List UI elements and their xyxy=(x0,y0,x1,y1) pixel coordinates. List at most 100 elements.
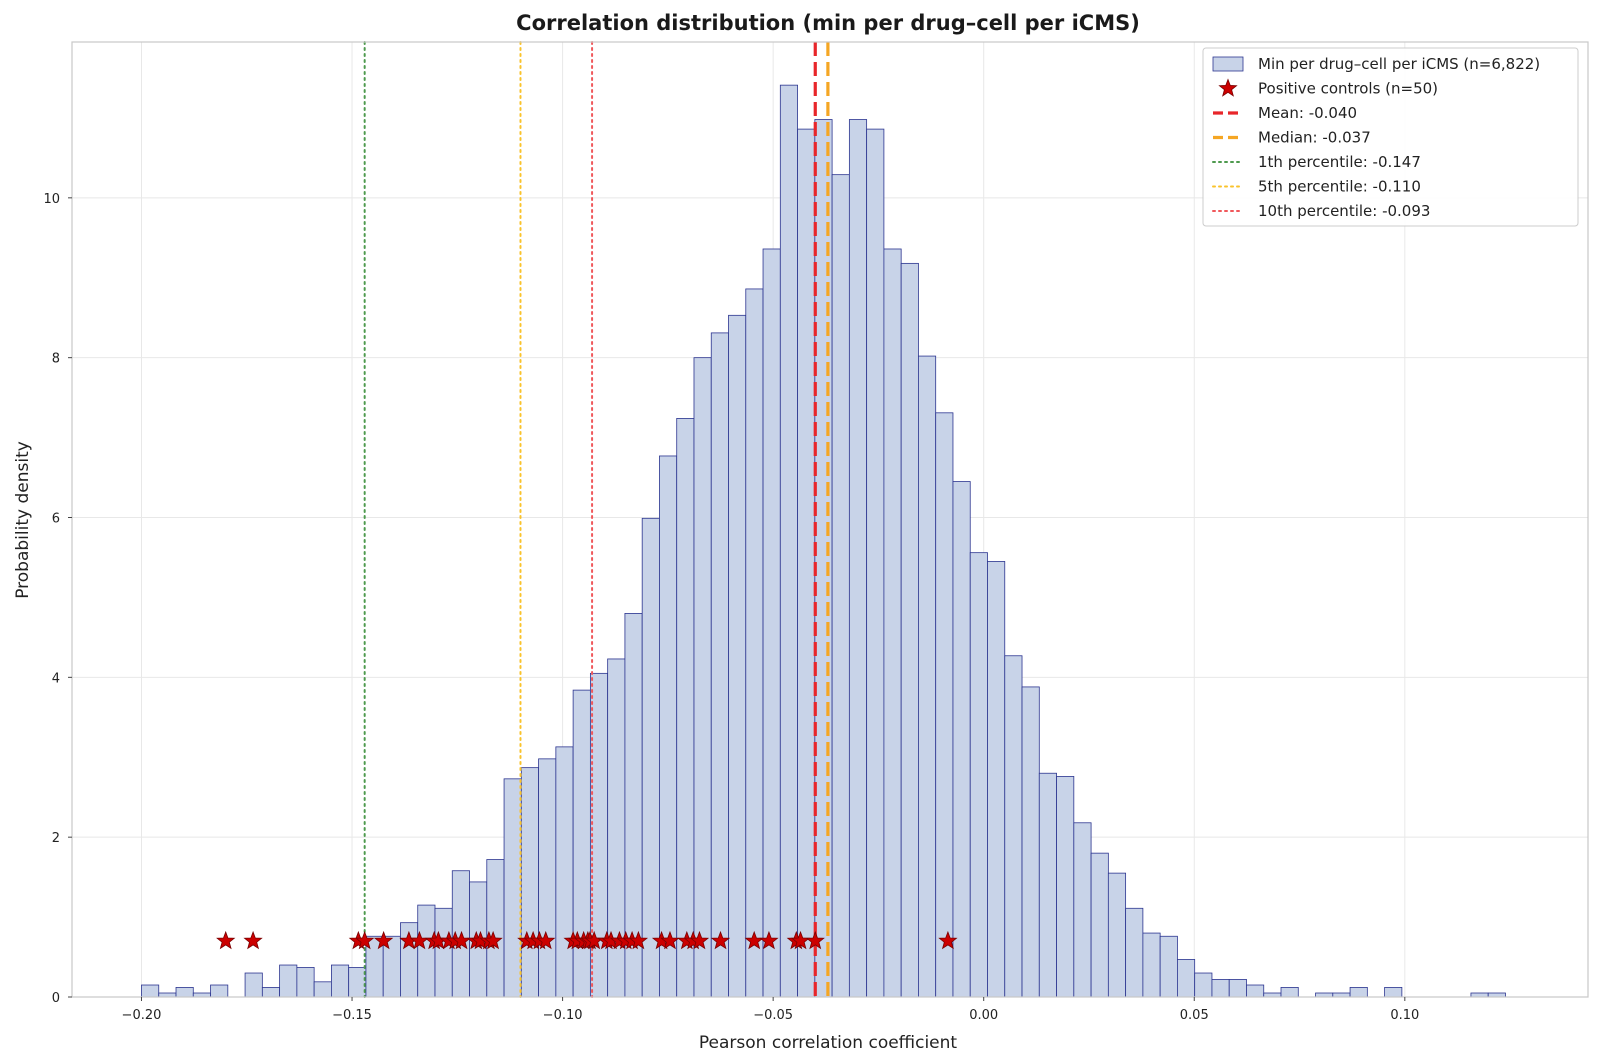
positive-control-star xyxy=(483,930,503,950)
histogram-bar xyxy=(641,517,660,998)
histogram-bar xyxy=(1211,979,1230,998)
histogram-bar xyxy=(331,964,350,998)
legend-entry-label: 10th percentile: -0.093 xyxy=(1258,202,1430,220)
x-axis-ticks: −0.20 −0.15 −0.10 −0.05 0.00 0.05 0.10 xyxy=(122,997,1419,1023)
histogram-bar xyxy=(1038,772,1057,998)
x-tick-label: −0.10 xyxy=(543,1008,583,1023)
histogram-bar xyxy=(503,778,522,998)
histogram-bar xyxy=(1228,979,1247,998)
histogram-bar xyxy=(1056,776,1075,998)
histogram-bar xyxy=(1349,987,1368,998)
histogram-bar xyxy=(1159,935,1178,998)
y-tick-label: 2 xyxy=(52,831,60,846)
histogram-bar xyxy=(1004,655,1023,998)
histogram-bar xyxy=(1125,907,1144,998)
histogram-bar xyxy=(900,262,919,998)
histogram-bar xyxy=(520,767,539,998)
histogram-bar xyxy=(348,967,367,998)
x-tick-label: 0.05 xyxy=(1180,1008,1209,1023)
plot-frame xyxy=(71,41,1589,998)
histogram-bar xyxy=(693,357,712,998)
positive-control-star xyxy=(660,930,680,950)
y-axis-label: Probability density xyxy=(13,441,33,599)
histogram-bar xyxy=(1194,972,1213,998)
histogram-bar xyxy=(175,987,194,998)
positive-control-star xyxy=(536,930,556,950)
chart-title: Correlation distribution (min per drug–c… xyxy=(516,11,1140,35)
histogram-bar xyxy=(676,418,695,998)
histogram-bar xyxy=(296,967,315,998)
histogram-bar xyxy=(969,552,988,998)
histogram-bar xyxy=(883,248,902,998)
histogram-bar xyxy=(1177,959,1196,998)
positive-control-markers xyxy=(216,930,958,950)
histogram-bar xyxy=(417,904,436,998)
y-axis-ticks: 0 2 4 6 8 10 xyxy=(43,192,72,1006)
histogram-bars xyxy=(141,84,1506,998)
histogram-bar xyxy=(779,84,798,998)
histogram-bar xyxy=(244,972,263,998)
y-tick-label: 4 xyxy=(52,671,60,686)
histogram-bar xyxy=(831,174,850,998)
histogram-bar xyxy=(866,128,885,998)
histogram-bar xyxy=(728,314,747,998)
histogram-bar xyxy=(313,981,332,998)
histogram-bar xyxy=(1090,852,1109,998)
histogram-bar xyxy=(1280,987,1299,998)
legend-entry-label: Min per drug–cell per iCMS (n=6,822) xyxy=(1258,55,1540,73)
legend-entry-label: 5th percentile: -0.110 xyxy=(1258,178,1421,196)
histogram-bar xyxy=(987,561,1006,998)
legend-swatch-star xyxy=(1218,78,1238,97)
y-tick-label: 0 xyxy=(52,991,60,1006)
histogram-bar xyxy=(1021,686,1040,998)
histogram-bar xyxy=(918,355,937,998)
legend-entry-label: Median: -0.037 xyxy=(1258,129,1371,147)
y-tick-label: 10 xyxy=(43,192,60,207)
positive-control-star xyxy=(759,930,779,950)
x-tick-label: 0.10 xyxy=(1390,1008,1419,1023)
histogram-bar xyxy=(797,128,816,998)
positive-control-star xyxy=(216,930,236,950)
histogram-bar xyxy=(1073,822,1092,998)
x-tick-label: −0.15 xyxy=(332,1008,372,1023)
x-tick-label: −0.20 xyxy=(122,1008,162,1023)
legend-box xyxy=(1202,47,1579,227)
positive-control-star xyxy=(243,930,263,950)
x-tick-label: −0.05 xyxy=(753,1008,793,1023)
positive-control-star xyxy=(710,930,731,950)
y-tick-label: 8 xyxy=(52,352,60,367)
histogram-bar xyxy=(1107,872,1127,998)
histogram-bar xyxy=(538,758,557,998)
positive-control-star xyxy=(628,930,649,950)
histogram-bar xyxy=(261,987,281,998)
positive-control-star xyxy=(355,930,375,950)
legend-entry-label: Mean: -0.040 xyxy=(1258,104,1357,122)
x-axis-label: Pearson correlation coefficient xyxy=(699,1033,958,1053)
histogram-bar xyxy=(1246,984,1265,998)
histogram-bar xyxy=(555,746,574,998)
histogram-bar xyxy=(572,689,591,998)
legend-entry-label: 1th percentile: -0.147 xyxy=(1258,153,1421,171)
histogram-bar xyxy=(745,288,764,998)
legend: Min per drug–cell per iCMS (n=6,822) Posi… xyxy=(1202,47,1579,227)
histogram-bar xyxy=(486,859,505,998)
histogram-bar xyxy=(141,984,160,998)
positive-control-star xyxy=(689,930,710,950)
positive-control-star xyxy=(938,930,958,950)
y-tick-label: 6 xyxy=(52,512,60,527)
positive-control-star xyxy=(805,930,825,950)
x-tick-label: 0.00 xyxy=(969,1008,998,1023)
positive-control-star xyxy=(373,930,394,950)
legend-swatch-histogram xyxy=(1212,56,1244,72)
histogram-bar xyxy=(710,332,729,998)
histogram-bar xyxy=(279,964,298,998)
histogram-bar xyxy=(762,248,781,998)
histogram-bar xyxy=(814,119,833,998)
legend-entry-label: Positive controls (n=50) xyxy=(1258,80,1438,98)
histogram-bar xyxy=(848,119,868,998)
histogram-bar xyxy=(1142,932,1161,998)
histogram-bar xyxy=(935,412,954,998)
histogram-bar xyxy=(434,907,453,998)
